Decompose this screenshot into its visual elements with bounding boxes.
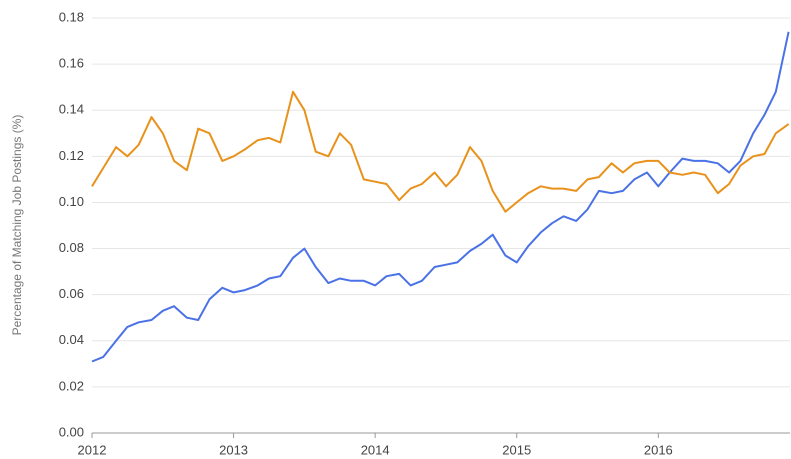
- y-tick-label: 0.04: [59, 332, 84, 347]
- series-line: [91, 31, 790, 363]
- y-tick-label: 0.12: [59, 148, 84, 163]
- x-tick-label: 2012: [78, 442, 107, 457]
- y-tick-label: 0.02: [59, 378, 84, 393]
- y-tick-label: 0.06: [59, 286, 84, 301]
- y-axis-label: Percentage of Matching Job Postings (%): [10, 115, 24, 336]
- series-line: [91, 90, 790, 213]
- y-tick-label: 0.14: [59, 102, 84, 117]
- x-tick-label: 2016: [644, 442, 673, 457]
- y-tick-label: 0.16: [59, 56, 84, 71]
- x-tick-label: 2014: [361, 442, 390, 457]
- y-tick-label: 0.08: [59, 240, 84, 255]
- x-tick-label: 2013: [219, 442, 248, 457]
- y-tick-label: 0.10: [59, 194, 84, 209]
- y-tick-label: 0.18: [59, 9, 84, 24]
- y-tick-label: 0.00: [59, 424, 84, 439]
- x-tick-label: 2015: [502, 442, 531, 457]
